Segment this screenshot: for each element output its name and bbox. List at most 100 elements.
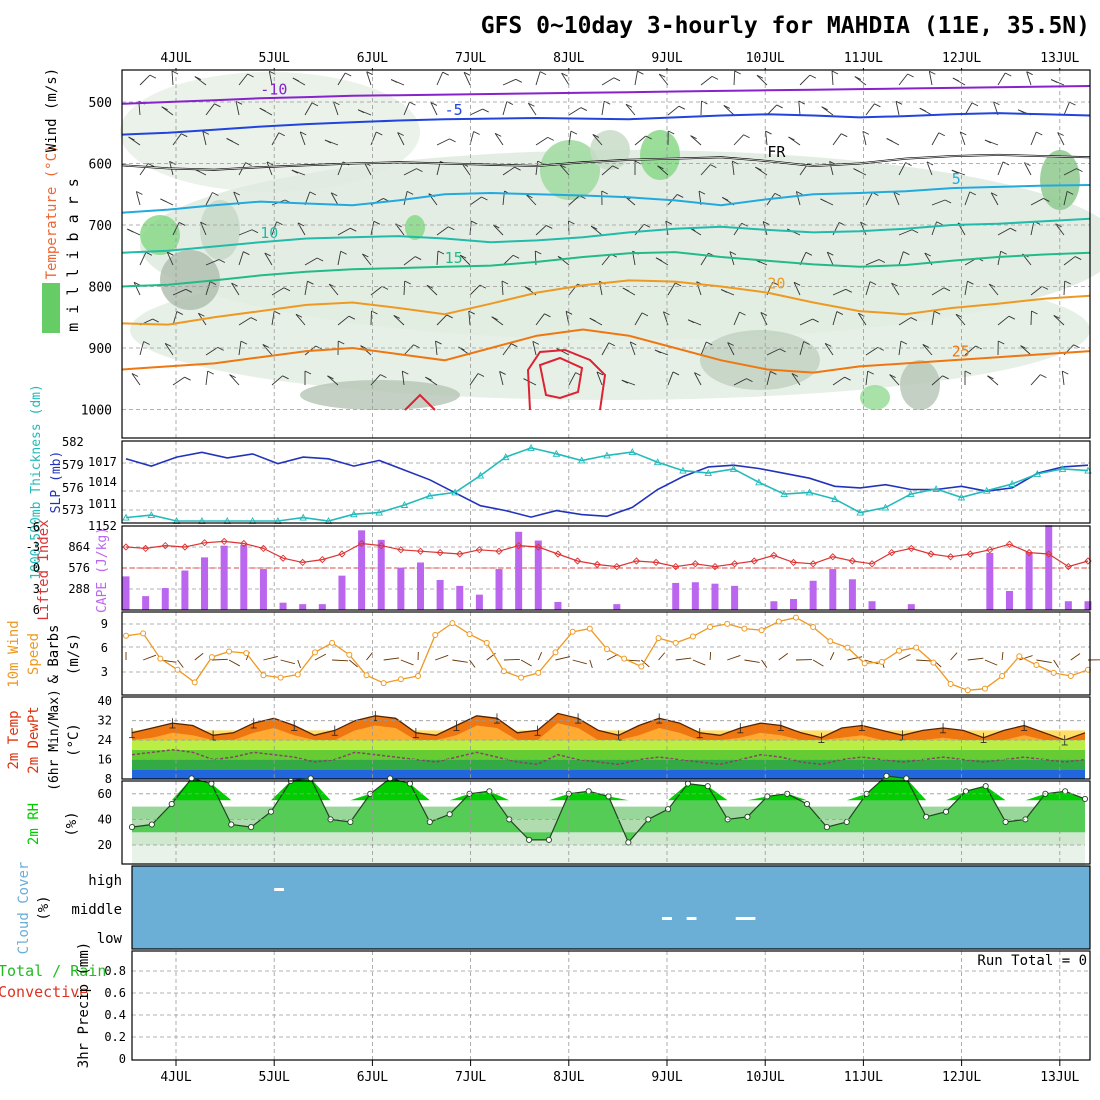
rh-shading [900, 360, 940, 410]
upper-wind-barb-flag [311, 102, 319, 107]
upper-wind-barb [657, 165, 669, 176]
upper-wind-barb-flag [414, 256, 422, 260]
upper-wind-barb-flag [601, 190, 608, 195]
thickness-tick-label: 576 [62, 481, 84, 495]
cape-bar [495, 569, 503, 610]
upper-wind-barb [865, 103, 875, 116]
upper-wind-barb [898, 73, 908, 86]
rh-point [1081, 795, 1089, 802]
upper-wind-barb-flag [625, 103, 633, 108]
top-day-label: 9JUL [651, 51, 682, 66]
wind-speed-point [861, 660, 868, 667]
upper-wind-barb-flag [409, 101, 416, 106]
upper-wind-barb [568, 372, 576, 386]
wind-speed-point [621, 655, 628, 662]
upper-wind-barb-flag [481, 196, 488, 201]
wind-speed-point [432, 631, 439, 638]
upper-wind-barb-flag [247, 73, 254, 78]
upper-wind-barb-flag [630, 341, 637, 346]
lifted-index-point [946, 553, 955, 561]
upper-wind-barb [164, 343, 174, 356]
wind-speed-point [277, 674, 284, 681]
upper-wind-barb-flag [910, 317, 918, 321]
upper-wind-barb [435, 341, 438, 356]
cape-bar [848, 579, 856, 610]
upper-wind-barb [667, 105, 680, 116]
upper-wind-barb-flag [1010, 227, 1017, 232]
rh-shading [860, 385, 890, 410]
bottom-day-label: 9JUL [651, 1070, 682, 1085]
wind-speed-point [346, 651, 353, 658]
wind-speed-point [174, 666, 181, 673]
lifted-index-line [125, 540, 1089, 568]
upper-wind-barb-flag [862, 130, 870, 135]
upper-wind-barb-flag [621, 379, 629, 384]
lifted-index-point [652, 558, 660, 567]
wind-speed-point [140, 630, 147, 637]
upper-wind-barb-flag [711, 75, 719, 80]
surface-wind-barb [211, 658, 228, 661]
upper-wind-barb-flag [922, 344, 930, 348]
upper-wind-barb [403, 280, 406, 296]
upper-wind-barb-flag [324, 139, 332, 144]
cape-bar [161, 588, 169, 610]
upper-wind-barb [229, 374, 240, 386]
upper-wind-barb-flag [936, 221, 943, 226]
upper-wind-barb-flag [805, 251, 813, 256]
upper-wind-barb [1063, 280, 1066, 296]
upper-wind-barb [327, 375, 339, 386]
upper-wind-barb [535, 313, 545, 326]
upper-wind-barb [733, 311, 740, 326]
upper-wind-barb-flag [720, 289, 728, 293]
cloud-tick-label: middle [71, 902, 122, 918]
upper-wind-barb-flag [181, 133, 188, 138]
precip-tick-label: 0.6 [104, 986, 126, 1000]
cape-bar [1045, 525, 1053, 610]
rh-shading [540, 140, 600, 200]
thickness-line [125, 447, 1089, 522]
upper-wind-barb [832, 133, 842, 146]
upper-wind-barb-flag [251, 229, 259, 234]
lifted-index-point [240, 539, 248, 548]
upper-wind-barb-flag [264, 252, 271, 257]
top-day-label: 11JUL [844, 51, 883, 66]
upper-wind-barb [799, 318, 813, 326]
lifted-index-point [141, 544, 150, 553]
surface-wind-barb [1019, 655, 1033, 661]
cape-bar [691, 582, 699, 610]
upper-wind-barb-flag [943, 287, 951, 292]
cape-bar [318, 604, 326, 610]
upper-wind-barb-flag [229, 374, 236, 378]
upper-wind-barb-flag [889, 374, 896, 378]
cloud-area [132, 866, 1090, 949]
upper-wind-barb [469, 196, 482, 206]
upper-wind-barb [1026, 71, 1032, 86]
upper-wind-barb-flag [393, 315, 400, 319]
cape-bar [613, 604, 621, 610]
upper-wind-barb [1063, 168, 1077, 176]
surface-wind-barb [366, 652, 373, 661]
cloud-axis-label: Cloud Cover [16, 862, 32, 955]
upper-wind-barb [959, 131, 966, 146]
upper-wind-barb-flag [942, 375, 949, 380]
upper-wind-barb-flag [727, 342, 734, 346]
temp-unit-label: (°C) [66, 723, 82, 757]
wind-speed-point [947, 680, 954, 687]
upper-wind-barb-flag [1069, 101, 1076, 106]
surface-wind-barb [761, 659, 768, 668]
surface-wind-barb [1036, 659, 1052, 664]
wind-tick-label: 6 [101, 641, 108, 655]
lifted-index-point [220, 537, 228, 546]
upper-wind-barb [403, 168, 417, 176]
upper-wind-barb [393, 315, 405, 326]
upper-wind-barb [426, 284, 438, 296]
upper-wind-barb-flag [938, 132, 945, 137]
wind-speed-point [724, 620, 731, 627]
precip-convective-label: Convective [0, 983, 88, 1001]
upper-wind-barb-flag [136, 191, 143, 195]
rh-point [307, 775, 314, 782]
upper-wind-barb-flag [1000, 250, 1007, 255]
surface-wind-barb [829, 652, 835, 661]
rh-shading [140, 215, 180, 255]
surface-wind-barb [692, 659, 706, 666]
